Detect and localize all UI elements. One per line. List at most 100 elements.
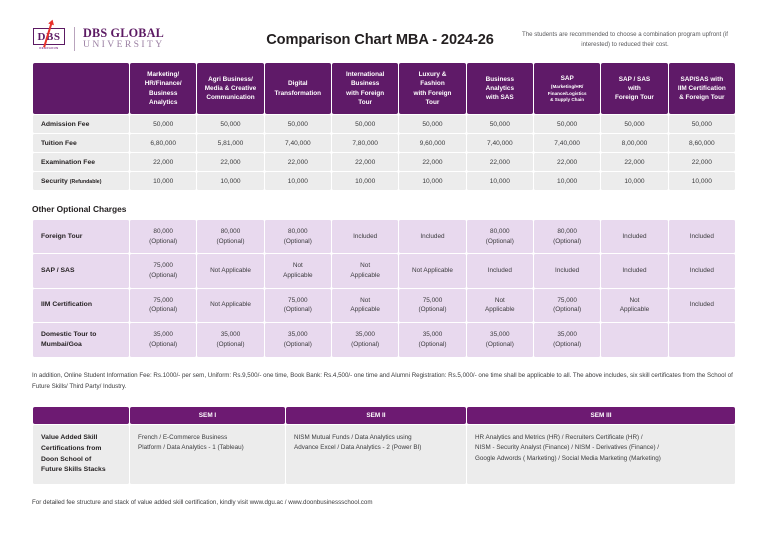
column-header-label: Business Analytics with SAS [485,75,515,102]
optional-value-cell: Included [331,220,399,254]
table-row: Foreign Tour 80,000 (Optional) 80,000 (Optio… [33,220,735,254]
optional-row-label: Domestic Tour to Mumbai/Goa [33,322,129,358]
fee-value-cell: 22,000 [130,153,197,172]
fee-value-cell: 10,000 [264,172,331,191]
optional-charges-table: Foreign Tour 80,000 (Optional) 80,000 (Optio… [32,219,736,358]
fee-value-cell: 7,80,000 [331,134,399,153]
optional-value-cell: 35,000 (Optional) [197,322,264,358]
optional-value-cell: 80,000 (Optional) [130,220,197,254]
brand-divider [74,27,75,51]
fee-value-cell: 22,000 [197,153,264,172]
dbs-logo-icon: DBS DEHRADUN [32,21,66,52]
fee-comparison-table: Marketing/HR/Finance/Business Analytics Ag… [32,62,736,191]
fee-row-label: Examination Fee [33,153,129,172]
vas-table-header-row: SEM I SEM II SEM III [33,406,735,424]
table-row: Admission Fee 50,000 50,000 50,000 50,000 50,… [33,115,735,134]
fee-value-cell: 50,000 [264,115,331,134]
optional-value-cell: 75,000 (Optional) [264,288,331,322]
fee-column-header-1: Marketing/HR/Finance/Business Analytics [130,63,197,115]
optional-empty-cell [668,322,735,358]
vas-row-label: Value Added Skill Certifications from Doon… [33,424,129,485]
fee-value-cell: 50,000 [331,115,399,134]
fee-value-cell: 10,000 [399,172,466,191]
optional-charges-title: Other Optional Charges [32,204,127,215]
brand-logo: DBS DEHRADUN DBS GLOBAL UNIVERSITY [32,21,246,52]
vas-table-body: Value Added Skill Certifications from Doon… [33,424,735,485]
optional-empty-cell [601,322,668,358]
column-header-label: SAP / SAS with Foreign Tour [614,75,654,102]
value-added-skills-table: SEM I SEM II SEM III Value Added Skill Cert… [32,406,736,486]
optional-value-cell: Included [668,288,735,322]
fee-value-cell: 22,000 [601,153,668,172]
optional-value-cell: 80,000 (Optional) [466,220,533,254]
header-recommendation-note: The students are recommended to choose a… [522,31,728,49]
fee-row-label-text: Tuition Fee [41,139,77,147]
brand-name-line2: UNIVERSITY [83,39,165,51]
column-header-label: Luxury & Fashion with Foreign Tour [413,71,452,106]
optional-value-cell: 75,000 (Optional) [399,288,466,322]
footer-note: For detailed fee structure and stack of … [32,499,373,507]
vas-column-header-sem-1: SEM I [130,406,285,424]
column-header-label: International Business with Foreign Tour [345,71,385,106]
table-row: Domestic Tour to Mumbai/Goa 35,000 (Optiona… [33,322,735,358]
fee-value-cell: 22,000 [331,153,399,172]
fee-column-header-3: Digital Transformation [264,63,331,115]
vas-cell-sem-2: NISM Mutual Funds / Data Analytics using… [286,424,466,485]
fee-value-cell: 50,000 [668,115,735,134]
fee-value-cell: 8,00,000 [601,134,668,153]
fee-value-cell: 10,000 [533,172,601,191]
optional-row-label: Foreign Tour [33,220,129,254]
optional-value-cell: Not Applicable [264,254,331,288]
table-row: Examination Fee 22,000 22,000 22,000 22,000 2… [33,153,735,172]
fee-row-label-note: (Refundable) [69,178,102,185]
fee-value-cell: 10,000 [601,172,668,191]
optional-value-cell: Included [601,254,668,288]
fee-value-cell: 50,000 [466,115,533,134]
optional-value-cell: Not Applicable [399,254,466,288]
vas-cell-sem-3: HR Analytics and Metrics (HR) / Recruite… [467,424,735,485]
optional-value-cell: 35,000 (Optional) [331,322,399,358]
brand-text: DBS GLOBAL UNIVERSITY [83,27,165,51]
fee-value-cell: 5,81,000 [197,134,264,153]
fee-value-cell: 10,000 [197,172,264,191]
column-header-sublabel: (Marketing/HR/Finance/Logistics & Supply … [547,84,587,102]
fee-value-cell: 6,80,000 [130,134,197,153]
fee-row-label-text: Examination Fee [41,158,96,166]
fee-table-header-row: Marketing/HR/Finance/Business Analytics Ag… [33,63,735,115]
table-row: Value Added Skill Certifications from Doon… [33,424,735,485]
optional-value-cell: 75,000 (Optional) [130,254,197,288]
vas-column-header-sem-2: SEM II [286,406,466,424]
optional-value-cell: Not Applicable [331,288,399,322]
optional-value-cell: Included [601,220,668,254]
optional-value-cell: 35,000 (Optional) [264,322,331,358]
page-title-wrap: Comparison Chart MBA - 2024-26 [246,26,514,48]
fee-value-cell: 9,60,000 [399,134,466,153]
fee-value-cell: 7,40,000 [264,134,331,153]
fee-table-head: Marketing/HR/Finance/Business Analytics Ag… [33,63,735,115]
optional-row-label: SAP / SAS [33,254,129,288]
optional-value-cell: Included [399,220,466,254]
fee-value-cell: 22,000 [399,153,466,172]
fee-value-cell: 22,000 [264,153,331,172]
fee-column-header-7: SAP (Marketing/HR/Finance/Logistics & Supp… [533,63,601,115]
optional-value-cell: Included [533,254,601,288]
optional-value-cell: Not Applicable [197,288,264,322]
fee-row-label: Admission Fee [33,115,129,134]
optional-value-cell: 80,000 (Optional) [533,220,601,254]
vas-column-header-sem-3: SEM III [467,406,735,424]
vas-table-head: SEM I SEM II SEM III [33,406,735,424]
fee-value-cell: 10,000 [668,172,735,191]
fee-value-cell: 7,40,000 [466,134,533,153]
table-row: Security (Refundable) 10,000 10,000 10,000 1… [33,172,735,191]
fee-column-header-9: SAP/SAS with IIM Certification & Foreign T… [668,63,735,115]
optional-value-cell: 75,000 (Optional) [130,288,197,322]
dbs-monogram-sub: DEHRADUN [39,46,59,50]
fee-row-label-text: Security [41,177,70,185]
optional-value-cell: 35,000 (Optional) [130,322,197,358]
table-row: SAP / SAS 75,000 (Optional) Not Applicable N… [33,254,735,288]
optional-value-cell: Not Applicable [331,254,399,288]
vas-cell-sem-1: French / E-Commerce Business Platform / D… [130,424,285,485]
fee-column-header-2: Agri Business/Media & Creative Communicat… [197,63,264,115]
column-header-label: SAP [560,75,574,83]
table-row: Tuition Fee 6,80,000 5,81,000 7,40,000 7,80,… [33,134,735,153]
